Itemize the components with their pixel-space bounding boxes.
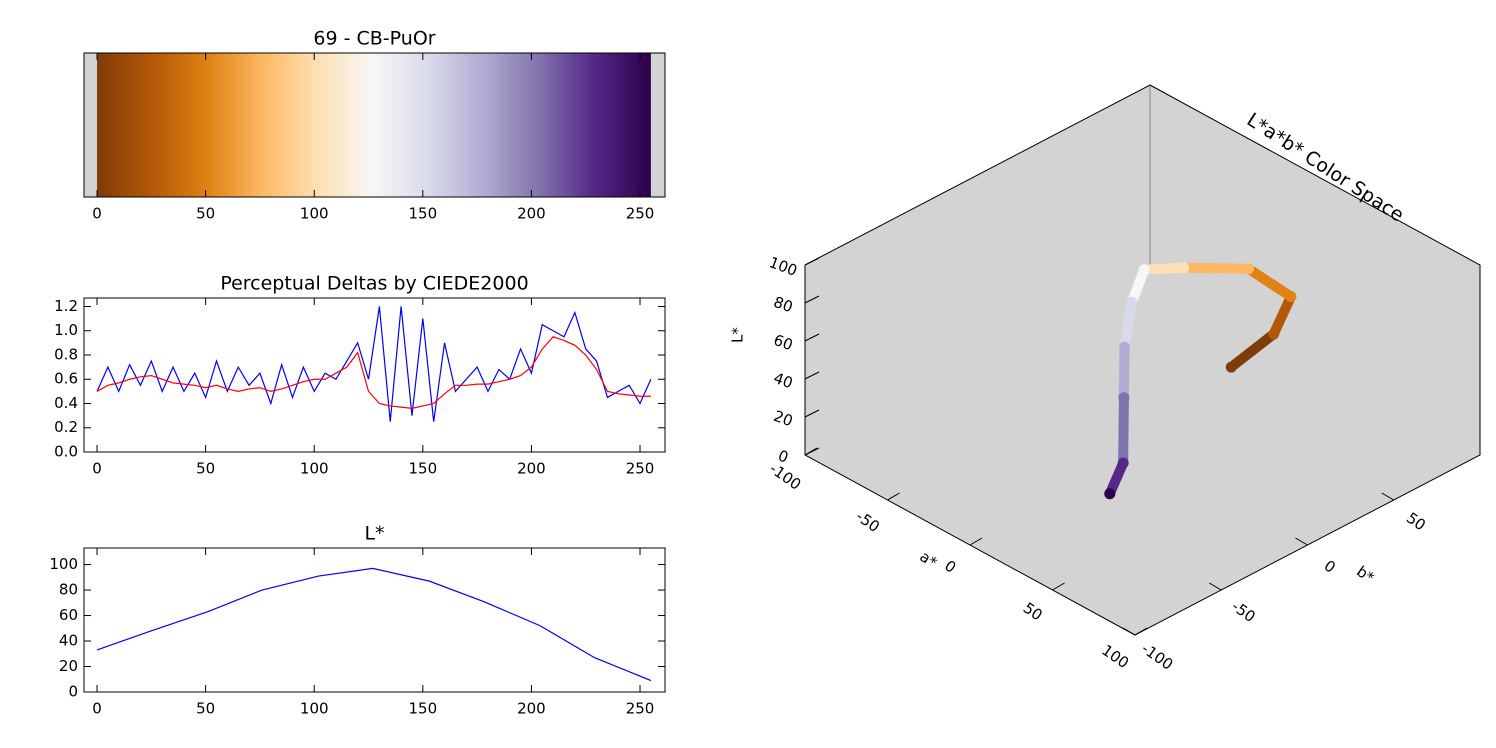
- curve-point: [1118, 392, 1130, 404]
- curve-segment: [1268, 291, 1296, 340]
- floor-face: [805, 275, 1480, 635]
- x-tick-label: 150: [409, 700, 438, 718]
- x-tick-label: 250: [626, 700, 655, 718]
- x-tick-label: 0: [92, 205, 102, 223]
- z-axis-label: L*: [729, 327, 747, 343]
- curve-point: [1178, 262, 1190, 274]
- curve-segment: [1243, 263, 1296, 302]
- y-axis-label: b*: [1353, 562, 1378, 587]
- x-tick-label: 100: [300, 700, 329, 718]
- x-tick: [804, 447, 818, 456]
- y-tick-label: 1.0: [54, 321, 78, 339]
- data-line: [96, 567, 652, 682]
- curve-segment: [1118, 342, 1130, 403]
- y-tick-label: 0.8: [54, 345, 78, 363]
- y-tick-label: 0: [68, 683, 78, 701]
- x-tick-label: 200: [517, 700, 546, 718]
- x-tick: [887, 492, 900, 501]
- right-wall: [1150, 85, 1480, 455]
- curve-segment: [1119, 297, 1137, 353]
- x-tick-label: 200: [517, 205, 546, 223]
- y-tick-label: -100: [1138, 639, 1176, 673]
- x-tick: [1134, 627, 1148, 636]
- z-tick-label: 40: [771, 369, 795, 392]
- plot-frame: [83, 547, 666, 693]
- panel-title: L*: [364, 523, 384, 545]
- z-tick: [804, 333, 820, 342]
- z-tick: [804, 257, 820, 266]
- x-tick-label: 150: [409, 205, 438, 223]
- curve-segment: [1139, 262, 1189, 275]
- x-tick-label: 100: [300, 205, 329, 223]
- z-tick-label: 100: [767, 253, 800, 280]
- curve-point: [1225, 361, 1237, 373]
- curve-point: [1104, 488, 1116, 500]
- x-tick-label: -50: [853, 507, 883, 536]
- panel-title: Perceptual Deltas by CIEDE2000: [220, 273, 528, 295]
- x-tick-label: 0: [92, 460, 102, 478]
- panel-title: 69 - CB-PuOr: [313, 28, 435, 50]
- z-tick-label: 20: [771, 407, 795, 430]
- y-tick-label: 1.2: [54, 297, 78, 315]
- x-tick-label: 250: [626, 205, 655, 223]
- curve-segment: [1226, 329, 1279, 373]
- x-tick-label: -100: [766, 459, 804, 493]
- x-tick-label: 100: [1098, 641, 1132, 672]
- y-tick-label: 20: [59, 657, 78, 675]
- y-tick: [1208, 582, 1222, 591]
- x-axis-label: a*: [916, 547, 940, 572]
- x-tick-label: 200: [517, 460, 546, 478]
- plot-frame: [83, 297, 666, 453]
- x-tick-label: 50: [196, 460, 215, 478]
- y-tick-label: 100: [49, 555, 78, 573]
- left-wall: [805, 85, 1150, 455]
- curve-segment: [1118, 392, 1129, 469]
- y-tick-label: 80: [59, 581, 78, 599]
- curve-point: [1285, 291, 1297, 303]
- curve-segment: [1104, 458, 1129, 499]
- z-tick-label: 60: [771, 331, 795, 354]
- y-tick-label: 0.6: [54, 370, 78, 388]
- y-tick-label: 0.2: [54, 418, 78, 436]
- plot-frame: [83, 52, 666, 198]
- y-tick-label: 0.4: [54, 394, 78, 412]
- z-tick: [804, 371, 820, 380]
- data-line: [96, 336, 651, 409]
- y-tick-label: -50: [1228, 597, 1258, 626]
- z-tick-label: 80: [771, 293, 795, 316]
- curve-point: [1117, 457, 1129, 469]
- x-tick-label: 0: [941, 556, 959, 576]
- y-tick: [1381, 492, 1395, 501]
- curve-point: [1138, 264, 1150, 276]
- x-tick-label: 50: [1020, 599, 1046, 625]
- x-tick: [1052, 582, 1065, 591]
- curve-point: [1243, 263, 1255, 275]
- y-tick-label: 50: [1403, 509, 1429, 535]
- x-tick-label: 50: [196, 205, 215, 223]
- x-tick-label: 250: [626, 460, 655, 478]
- z-tick: [804, 409, 820, 418]
- y-tick-label: 0.0: [54, 443, 78, 461]
- x-tick-label: 0: [92, 700, 102, 718]
- colorbar: [97, 53, 651, 197]
- y-tick-label: 60: [59, 606, 78, 624]
- curve-point: [1268, 328, 1280, 340]
- x-tick: [969, 537, 983, 546]
- y-tick-label: 40: [59, 632, 78, 650]
- data-line: [96, 306, 652, 422]
- curve-point: [1119, 341, 1130, 353]
- x-tick-label: 50: [196, 700, 215, 718]
- x-tick-label: 100: [300, 460, 329, 478]
- x-tick-label: 150: [409, 460, 438, 478]
- y-tick: [1122, 627, 1136, 636]
- curve-point: [1126, 296, 1138, 308]
- y-tick-label: 0: [1321, 556, 1339, 576]
- curve-segment: [1126, 264, 1150, 308]
- curve-segment: [1178, 262, 1254, 274]
- z-tick: [804, 295, 820, 304]
- y-tick: [1295, 537, 1308, 546]
